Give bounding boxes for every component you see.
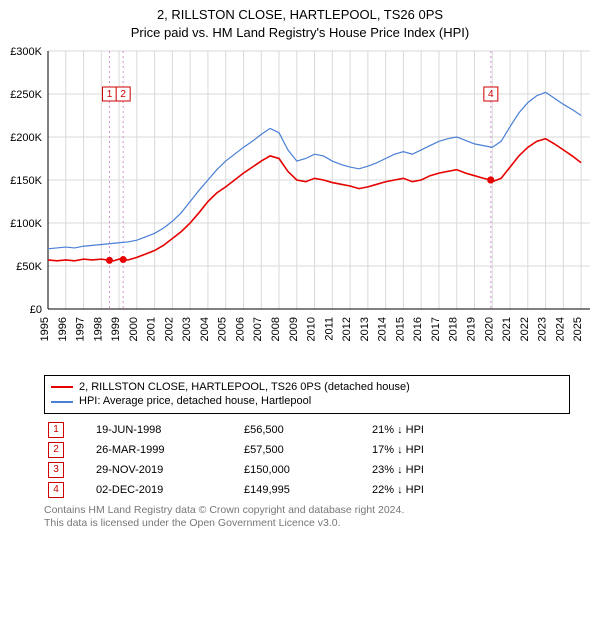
title-address: 2, RILLSTON CLOSE, HARTLEPOOL, TS26 0PS [0, 6, 600, 24]
legend: 2, RILLSTON CLOSE, HARTLEPOOL, TS26 0PS … [44, 375, 570, 414]
legend-swatch-property [51, 386, 73, 388]
svg-text:2000: 2000 [128, 317, 140, 341]
table-row: 1 19-JUN-1998£56,50021% ↓ HPI [44, 420, 570, 440]
sale-marker-4: 4 [48, 482, 64, 498]
svg-text:2012: 2012 [341, 317, 353, 341]
legend-label-hpi: HPI: Average price, detached house, Hart… [79, 394, 311, 408]
legend-swatch-hpi [51, 401, 73, 403]
legend-row-property: 2, RILLSTON CLOSE, HARTLEPOOL, TS26 0PS … [51, 380, 563, 394]
svg-text:4: 4 [488, 89, 494, 100]
sale-marker-1: 1 [48, 422, 64, 438]
sale-marker-3: 3 [48, 462, 64, 478]
sale-delta: 21% ↓ HPI [368, 420, 570, 440]
price-chart: £0 £50K £100K £150K £200K £250K £300K 1995 1996 1… [0, 41, 600, 371]
footnote-line1: Contains HM Land Registry data © Crown c… [44, 504, 570, 517]
svg-text:2006: 2006 [234, 317, 246, 341]
svg-text:£150K: £150K [10, 175, 42, 187]
svg-text:2016: 2016 [412, 317, 424, 341]
svg-text:2013: 2013 [359, 317, 371, 341]
svg-text:2014: 2014 [377, 317, 389, 341]
sale-date: 29-NOV-2019 [92, 460, 240, 480]
svg-text:2025: 2025 [572, 317, 584, 341]
svg-text:£100K: £100K [10, 218, 42, 230]
sale-price: £57,500 [240, 440, 368, 460]
svg-text:2011: 2011 [323, 317, 335, 341]
svg-text:2009: 2009 [288, 317, 300, 341]
svg-text:2021: 2021 [501, 317, 513, 341]
svg-text:2022: 2022 [519, 317, 531, 341]
svg-text:2020: 2020 [483, 317, 495, 341]
svg-text:2015: 2015 [394, 317, 406, 341]
sales-table: 1 19-JUN-1998£56,50021% ↓ HPI 2 26-MAR-1999… [44, 420, 570, 500]
svg-text:2010: 2010 [306, 317, 318, 341]
svg-text:2018: 2018 [448, 317, 460, 341]
svg-text:2003: 2003 [181, 317, 193, 341]
svg-text:1996: 1996 [57, 317, 69, 341]
svg-text:£200K: £200K [10, 132, 42, 144]
svg-text:2017: 2017 [430, 317, 442, 341]
svg-text:2023: 2023 [537, 317, 549, 341]
footnote: Contains HM Land Registry data © Crown c… [44, 504, 570, 530]
svg-text:2002: 2002 [163, 317, 175, 341]
sale-delta: 17% ↓ HPI [368, 440, 570, 460]
svg-text:£250K: £250K [10, 89, 42, 101]
sale-date: 26-MAR-1999 [92, 440, 240, 460]
legend-row-hpi: HPI: Average price, detached house, Hart… [51, 394, 563, 408]
table-row: 3 29-NOV-2019£150,00023% ↓ HPI [44, 460, 570, 480]
svg-text:2007: 2007 [252, 317, 264, 341]
legend-label-property: 2, RILLSTON CLOSE, HARTLEPOOL, TS26 0PS … [79, 380, 410, 394]
svg-text:1: 1 [107, 89, 113, 100]
svg-text:2019: 2019 [465, 317, 477, 341]
svg-text:2024: 2024 [554, 317, 566, 341]
sale-price: £56,500 [240, 420, 368, 440]
svg-text:2005: 2005 [217, 317, 229, 341]
table-row: 2 26-MAR-1999£57,50017% ↓ HPI [44, 440, 570, 460]
svg-text:2001: 2001 [146, 317, 158, 341]
sale-price: £150,000 [240, 460, 368, 480]
title-subtitle: Price paid vs. HM Land Registry's House … [0, 24, 600, 42]
sale-date: 19-JUN-1998 [92, 420, 240, 440]
chart-titles: 2, RILLSTON CLOSE, HARTLEPOOL, TS26 0PS … [0, 0, 600, 41]
table-row: 4 02-DEC-2019£149,99522% ↓ HPI [44, 480, 570, 500]
svg-text:£300K: £300K [10, 46, 42, 58]
sale-delta: 22% ↓ HPI [368, 480, 570, 500]
svg-text:£50K: £50K [16, 261, 42, 273]
svg-text:2: 2 [120, 89, 126, 100]
footnote-line2: This data is licensed under the Open Gov… [44, 517, 570, 530]
svg-text:1998: 1998 [92, 317, 104, 341]
sale-date: 02-DEC-2019 [92, 480, 240, 500]
svg-text:2008: 2008 [270, 317, 282, 341]
svg-text:1995: 1995 [39, 317, 51, 341]
svg-text:1999: 1999 [110, 317, 122, 341]
sale-price: £149,995 [240, 480, 368, 500]
svg-text:2004: 2004 [199, 317, 211, 341]
svg-text:1997: 1997 [75, 317, 87, 341]
sale-marker-2: 2 [48, 442, 64, 458]
svg-text:£0: £0 [30, 304, 42, 316]
sale-delta: 23% ↓ HPI [368, 460, 570, 480]
